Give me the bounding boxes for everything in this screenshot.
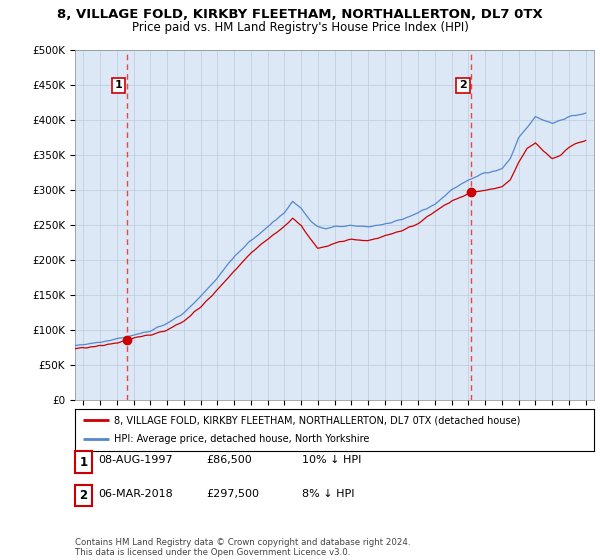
Text: 8, VILLAGE FOLD, KIRKBY FLEETHAM, NORTHALLERTON, DL7 0TX: 8, VILLAGE FOLD, KIRKBY FLEETHAM, NORTHA… — [57, 8, 543, 21]
Text: 06-MAR-2018: 06-MAR-2018 — [98, 489, 173, 499]
Text: £86,500: £86,500 — [206, 455, 251, 465]
Text: £297,500: £297,500 — [206, 489, 259, 499]
Text: 8% ↓ HPI: 8% ↓ HPI — [302, 489, 354, 499]
Text: 1: 1 — [79, 455, 88, 469]
Text: HPI: Average price, detached house, North Yorkshire: HPI: Average price, detached house, Nort… — [114, 435, 370, 445]
Text: 10% ↓ HPI: 10% ↓ HPI — [302, 455, 361, 465]
Text: 2: 2 — [79, 489, 88, 502]
Text: 8, VILLAGE FOLD, KIRKBY FLEETHAM, NORTHALLERTON, DL7 0TX (detached house): 8, VILLAGE FOLD, KIRKBY FLEETHAM, NORTHA… — [114, 415, 520, 425]
Text: 1: 1 — [115, 81, 122, 90]
Text: Price paid vs. HM Land Registry's House Price Index (HPI): Price paid vs. HM Land Registry's House … — [131, 21, 469, 34]
Text: 08-AUG-1997: 08-AUG-1997 — [98, 455, 172, 465]
Text: 2: 2 — [459, 81, 467, 90]
Text: Contains HM Land Registry data © Crown copyright and database right 2024.
This d: Contains HM Land Registry data © Crown c… — [75, 538, 410, 557]
